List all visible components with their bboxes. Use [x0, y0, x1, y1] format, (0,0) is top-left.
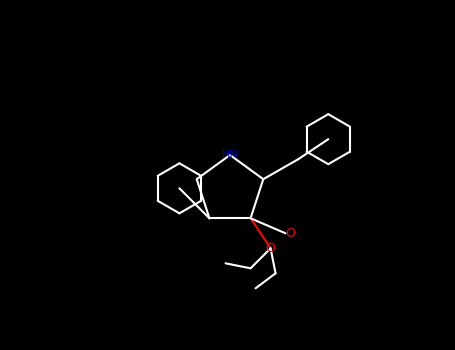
- Text: HN: HN: [222, 150, 238, 160]
- Text: O: O: [286, 227, 295, 240]
- Text: O: O: [266, 242, 276, 255]
